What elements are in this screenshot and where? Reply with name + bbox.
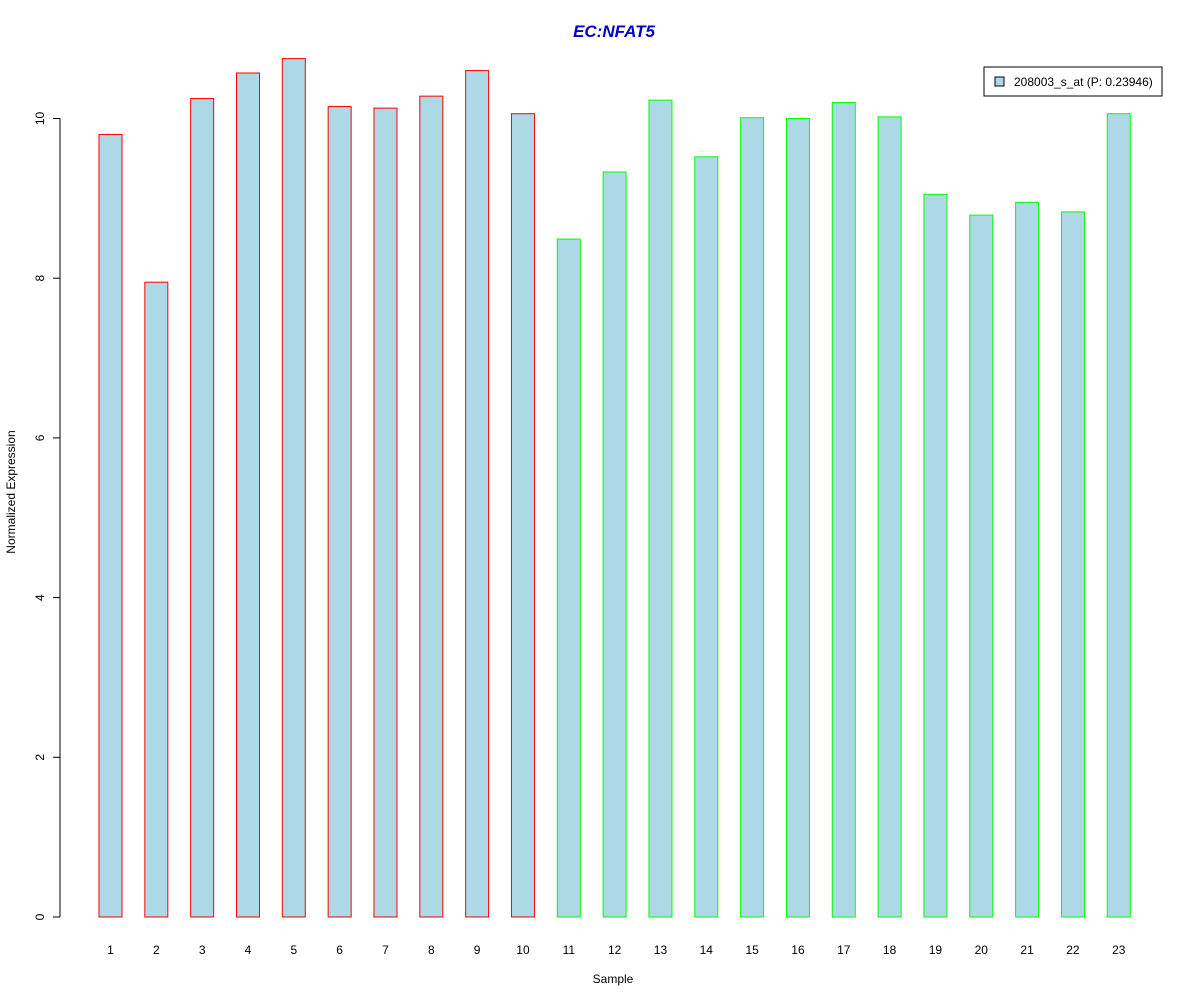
x-tick-label: 4	[245, 943, 252, 957]
legend-swatch	[994, 76, 1005, 87]
bar-sample-9	[465, 70, 490, 918]
bar-sample-2	[144, 281, 169, 918]
x-tick-label: 23	[1112, 943, 1126, 957]
bar-sample-22	[1060, 211, 1085, 918]
bar-sample-20	[969, 214, 994, 918]
bar-sample-16	[785, 118, 810, 918]
x-tick-label: 12	[608, 943, 622, 957]
bar-sample-14	[694, 156, 719, 918]
x-tick-label: 17	[837, 943, 851, 957]
x-tick-label: 10	[516, 943, 530, 957]
x-tick-label: 1	[107, 943, 114, 957]
x-axis-title: Sample	[593, 972, 634, 986]
x-tick-label: 19	[929, 943, 943, 957]
y-tick-label: 2	[33, 754, 47, 761]
legend: 208003_s_at (P: 0.23946)	[983, 66, 1163, 97]
y-tick-label: 0	[33, 913, 47, 920]
x-tick-label: 9	[474, 943, 481, 957]
bars-group	[98, 58, 1131, 918]
bar-sample-3	[190, 98, 215, 918]
bar-sample-6	[327, 106, 352, 918]
bar-sample-10	[510, 113, 535, 918]
bar-sample-13	[648, 99, 673, 918]
y-axis-title: Normalized Expression	[4, 430, 18, 553]
y-axis: 0 2 4 6 8 10	[33, 112, 61, 920]
bar-sample-5	[281, 58, 306, 918]
bar-sample-11	[556, 238, 581, 918]
x-tick-label: 16	[791, 943, 805, 957]
bar-sample-23	[1106, 113, 1131, 918]
legend-label: 208003_s_at (P: 0.23946)	[1014, 75, 1153, 89]
x-tick-label: 8	[428, 943, 435, 957]
y-tick-label: 6	[33, 434, 47, 441]
x-tick-label: 15	[745, 943, 759, 957]
x-tick-label: 5	[290, 943, 297, 957]
bar-sample-17	[831, 102, 856, 918]
bar-sample-19	[923, 193, 948, 918]
chart-title: EC:NFAT5	[573, 22, 655, 41]
x-tick-labels: 1 2 3 4 5 6 7 8 9 10 11 12 13 14 15 16 17 18 19 20 21 22 23	[107, 943, 1126, 957]
bar-sample-7	[373, 107, 398, 918]
x-tick-label: 21	[1020, 943, 1034, 957]
x-tick-label: 7	[382, 943, 389, 957]
x-tick-label: 22	[1066, 943, 1080, 957]
bar-sample-21	[1015, 201, 1040, 918]
bar-sample-12	[602, 171, 627, 918]
x-tick-label: 11	[563, 943, 576, 957]
y-tick-label: 4	[33, 594, 47, 601]
x-tick-label: 2	[153, 943, 160, 957]
x-tick-label: 13	[654, 943, 668, 957]
bar-sample-1	[98, 133, 123, 918]
bar-sample-8	[419, 95, 444, 918]
legend-box	[983, 66, 1163, 97]
x-tick-label: 3	[199, 943, 206, 957]
y-tick-label: 10	[33, 112, 47, 126]
x-tick-label: 18	[883, 943, 897, 957]
x-tick-label: 20	[975, 943, 989, 957]
bar-sample-4	[235, 72, 260, 918]
bar-sample-18	[877, 116, 902, 918]
y-tick-label: 8	[33, 275, 47, 282]
bar-sample-15	[740, 117, 765, 918]
x-tick-label: 6	[336, 943, 343, 957]
x-tick-label: 14	[700, 943, 714, 957]
